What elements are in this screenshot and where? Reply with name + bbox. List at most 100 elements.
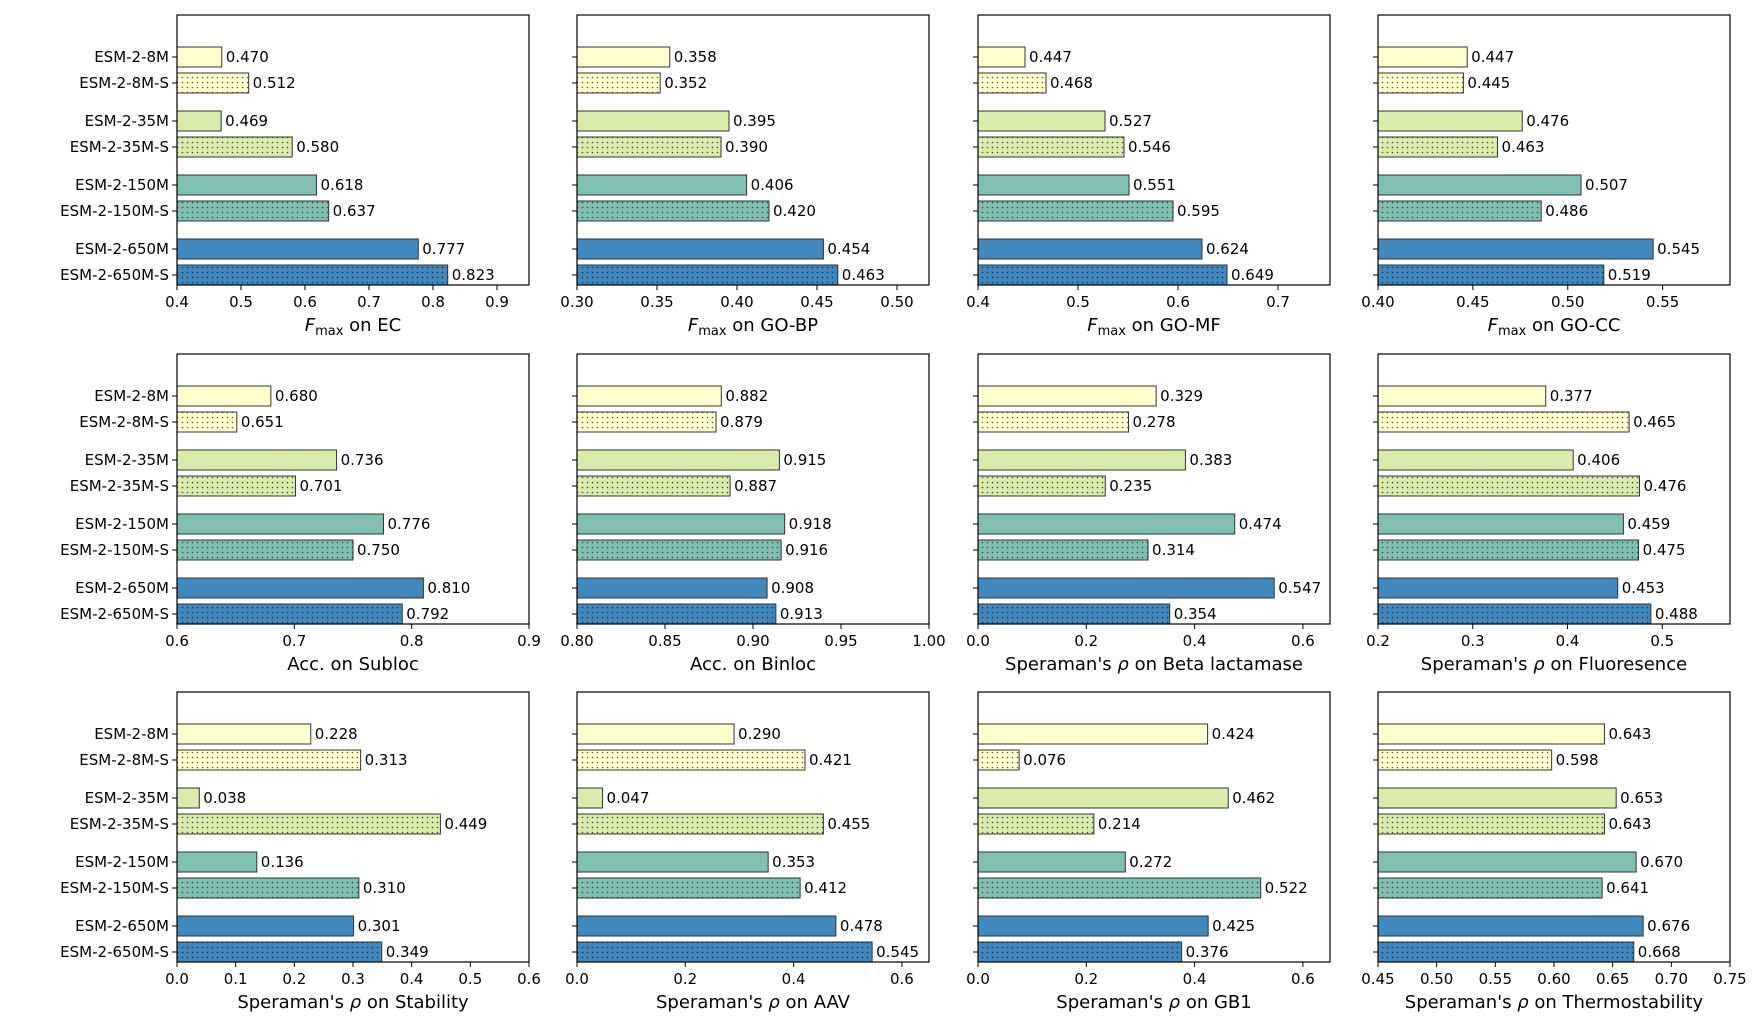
bar-gocc-ESM-2-35M: [1377, 110, 1523, 132]
bar-gobp-ESM-2-35M: [576, 110, 730, 132]
xtick-label-gobp-4: 0.50: [880, 293, 913, 311]
value-label-beta-ESM-2-150M-S: 0.314: [1152, 541, 1195, 559]
xtick-label-thermo-0: 0.45: [1361, 970, 1394, 988]
bar-stab-ESM-2-8M: [176, 723, 312, 745]
xtick-label-ec-4: 0.8: [421, 293, 445, 311]
bar-beta-ESM-2-8M-S: [977, 411, 1130, 433]
category-label-ESM-2-8M-S: ESM-2-8M-S: [79, 413, 169, 431]
bar-subloc-ESM-2-650M: [176, 577, 424, 599]
value-label-gb1-ESM-2-150M-S: 0.522: [1265, 879, 1308, 897]
value-label-gomf-ESM-2-650M-S: 0.649: [1231, 266, 1274, 284]
value-label-beta-ESM-2-8M: 0.329: [1160, 387, 1203, 405]
value-label-stab-ESM-2-150M-S: 0.310: [363, 879, 406, 897]
bar-gobp-ESM-2-8M: [576, 46, 671, 68]
bar-gocc-ESM-2-8M: [1377, 46, 1468, 68]
xtick-label-gb1-2: 0.4: [1183, 970, 1207, 988]
bar-thermo-ESM-2-8M-S: [1377, 749, 1553, 771]
xtick-label-binloc-0: 0.80: [560, 632, 593, 650]
bar-ec-ESM-2-35M: [176, 110, 222, 132]
bar-gocc-ESM-2-150M: [1377, 174, 1582, 196]
bar-gocc-ESM-2-8M-S: [1377, 72, 1464, 94]
xtick-label-ec-5: 0.9: [485, 293, 509, 311]
xlabel-symbol-gocc: F: [1488, 315, 1499, 336]
bar-subloc-ESM-2-150M-S: [176, 539, 354, 561]
value-label-gobp-ESM-2-650M-S: 0.463: [842, 266, 885, 284]
category-label-ESM-2-35M: ESM-2-35M: [85, 451, 169, 469]
bar-fluo-ESM-2-35M-S: [1377, 475, 1641, 497]
category-label-ESM-2-8M-S: ESM-2-8M-S: [79, 74, 169, 92]
bar-aav-ESM-2-8M-S: [576, 749, 806, 771]
value-label-subloc-ESM-2-150M: 0.776: [388, 515, 431, 533]
xtick-label-gomf-1: 0.5: [1066, 293, 1090, 311]
value-label-gobp-ESM-2-35M: 0.395: [733, 112, 776, 130]
value-label-binloc-ESM-2-8M: 0.882: [725, 387, 768, 405]
value-label-aav-ESM-2-650M: 0.478: [840, 917, 883, 935]
axes-frame-gobp: [576, 14, 930, 286]
xlabel-symbol-beta: ρ: [1117, 654, 1129, 675]
bar-beta-ESM-2-650M-S: [977, 603, 1171, 625]
xlabel-symbol-stab: ρ: [350, 992, 362, 1013]
bar-beta-ESM-2-35M-S: [977, 475, 1106, 497]
value-label-fluo-ESM-2-35M-S: 0.476: [1644, 477, 1687, 495]
xlabel-prefix-beta: Speraman's: [1005, 654, 1117, 675]
value-label-subloc-ESM-2-150M-S: 0.750: [357, 541, 400, 559]
xtick-label-subloc-2: 0.8: [400, 632, 424, 650]
bar-aav-ESM-2-650M-S: [576, 941, 873, 963]
value-label-ec-ESM-2-35M-S: 0.580: [296, 138, 339, 156]
xlabel-sub-gobp: max: [698, 324, 727, 339]
bar-gobp-ESM-2-650M-S: [576, 264, 839, 286]
xlabel-gb1: Speraman's ρ on GB1: [1056, 992, 1251, 1013]
bar-subloc-ESM-2-35M-S: [176, 475, 297, 497]
xtick-label-binloc-2: 0.90: [736, 632, 769, 650]
xlabel-suffix-aav: on AAV: [780, 992, 851, 1013]
bar-stab-ESM-2-35M: [176, 787, 200, 809]
value-label-stab-ESM-2-150M: 0.136: [261, 853, 304, 871]
bar-binloc-ESM-2-8M-S: [576, 411, 717, 433]
bar-gb1-ESM-2-8M-S: [977, 749, 1020, 771]
value-label-binloc-ESM-2-150M-S: 0.916: [785, 541, 828, 559]
bar-gomf-ESM-2-650M: [977, 238, 1203, 260]
panel-beta: 0.329 0.278 0.383 0.235 0.474 0.314 0.547 0.354…: [966, 353, 1331, 675]
xtick-label-stab-6: 0.6: [517, 970, 541, 988]
bar-ec-ESM-2-8M: [176, 46, 223, 68]
bar-thermo-ESM-2-150M: [1377, 851, 1637, 873]
xlabel-prefix-subloc: Acc. on Subloc: [287, 654, 419, 675]
bar-gocc-ESM-2-150M-S: [1377, 200, 1542, 222]
value-label-ec-ESM-2-8M: 0.470: [226, 48, 269, 66]
bar-gomf-ESM-2-35M-S: [977, 136, 1125, 158]
value-label-beta-ESM-2-650M: 0.547: [1278, 579, 1321, 597]
xtick-label-thermo-6: 0.75: [1713, 970, 1746, 988]
xlabel-binloc: Acc. on Binloc: [690, 654, 816, 675]
xlabel-prefix-stab: Speraman's: [237, 992, 349, 1013]
value-label-gobp-ESM-2-150M-S: 0.420: [773, 202, 816, 220]
xlabel-prefix-aav: Speraman's: [656, 992, 768, 1013]
bar-gb1-ESM-2-8M: [977, 723, 1209, 745]
bar-gobp-ESM-2-35M-S: [576, 136, 722, 158]
xlabel-prefix-binloc: Acc. on Binloc: [690, 654, 816, 675]
value-label-gobp-ESM-2-650M: 0.454: [827, 240, 870, 258]
xtick-label-gobp-0: 0.30: [560, 293, 593, 311]
value-label-binloc-ESM-2-35M-S: 0.887: [734, 477, 777, 495]
xtick-label-subloc-0: 0.6: [165, 632, 189, 650]
bar-subloc-ESM-2-650M-S: [176, 603, 403, 625]
value-label-subloc-ESM-2-8M-S: 0.651: [241, 413, 284, 431]
xtick-label-ec-0: 0.4: [165, 293, 189, 311]
axes-frame-fluo: [1377, 353, 1731, 625]
xtick-label-thermo-5: 0.70: [1655, 970, 1688, 988]
value-label-gocc-ESM-2-8M-S: 0.445: [1467, 74, 1510, 92]
category-label-ESM-2-650M-S: ESM-2-650M-S: [60, 605, 169, 623]
xlabel-suffix-gocc: on GO-CC: [1526, 315, 1620, 336]
axes-frame-gocc: [1377, 14, 1731, 286]
xtick-label-ec-3: 0.7: [357, 293, 381, 311]
axes-frame-aav: [576, 691, 930, 963]
bar-fluo-ESM-2-8M: [1377, 385, 1547, 407]
panel-fluo: 0.377 0.465 0.406 0.476 0.459 0.475 0.453 0.488…: [1366, 353, 1731, 675]
category-label-ESM-2-8M: ESM-2-8M: [94, 725, 169, 743]
value-label-gocc-ESM-2-150M: 0.507: [1585, 176, 1628, 194]
category-label-ESM-2-35M: ESM-2-35M: [85, 112, 169, 130]
xtick-label-gobp-2: 0.40: [720, 293, 753, 311]
category-label-ESM-2-150M-S: ESM-2-150M-S: [60, 541, 169, 559]
xtick-label-beta-0: 0.0: [966, 632, 990, 650]
xtick-label-gobp-3: 0.45: [800, 293, 833, 311]
value-label-aav-ESM-2-650M-S: 0.545: [876, 943, 919, 961]
